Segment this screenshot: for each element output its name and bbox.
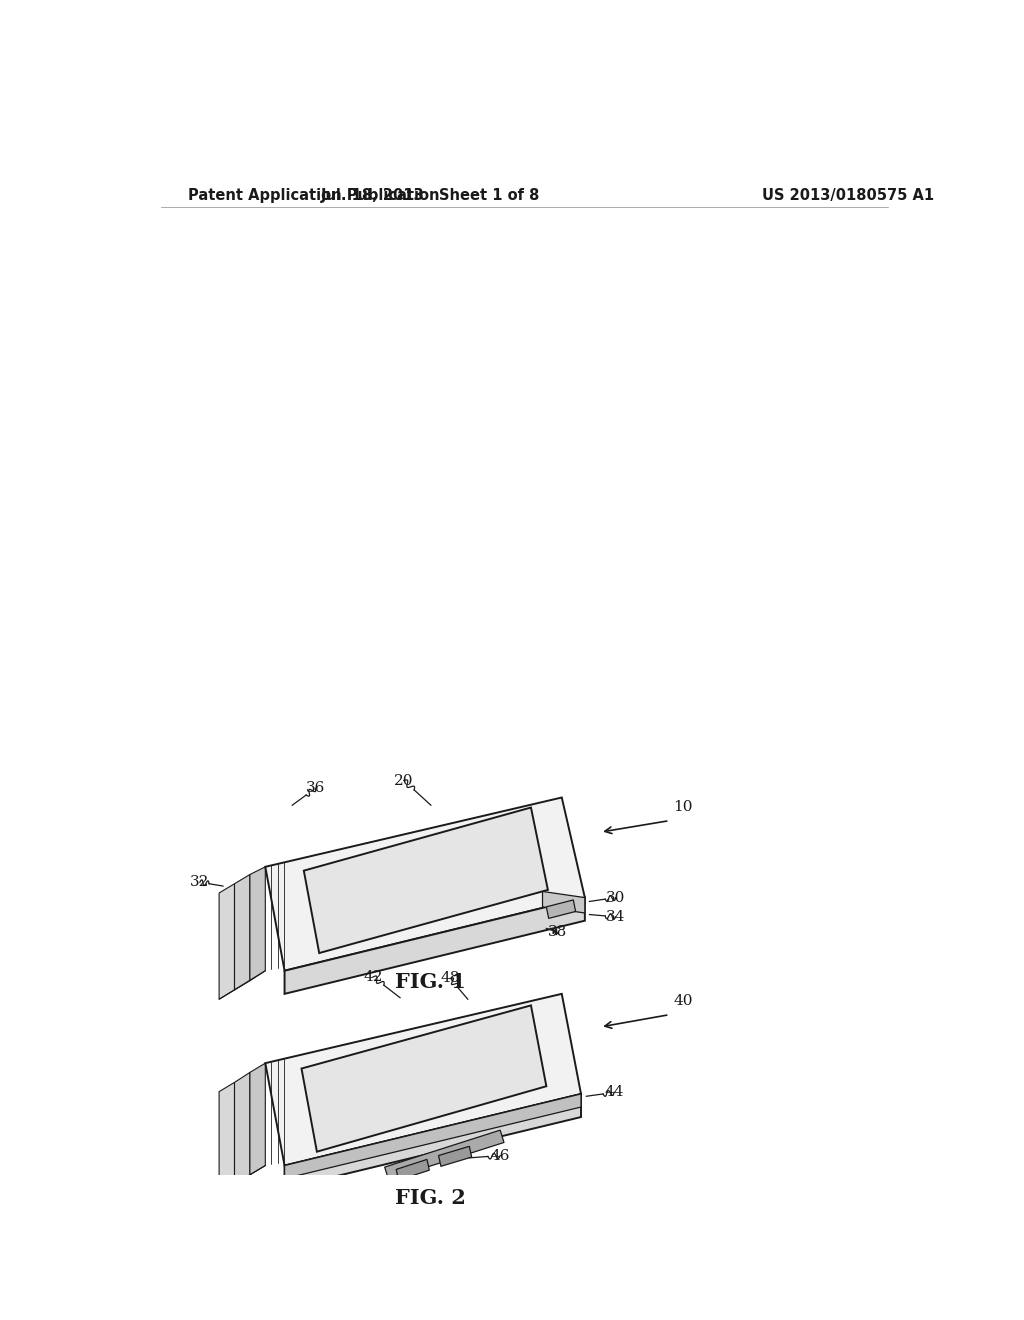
Polygon shape [285,898,585,994]
Polygon shape [250,1063,265,1175]
Text: 30: 30 [606,891,626,904]
Polygon shape [547,900,575,919]
Text: 32: 32 [190,875,210,890]
Polygon shape [234,1072,250,1184]
Text: Patent Application Publication: Patent Application Publication [188,187,440,203]
Text: 48: 48 [440,972,460,986]
Polygon shape [543,891,585,913]
Polygon shape [234,875,250,990]
Text: 10: 10 [674,800,693,814]
Polygon shape [265,797,585,970]
Text: 44: 44 [604,1085,624,1100]
Text: Jul. 18, 2013   Sheet 1 of 8: Jul. 18, 2013 Sheet 1 of 8 [322,187,541,203]
Polygon shape [304,808,548,953]
Polygon shape [301,1006,547,1151]
Polygon shape [285,1094,581,1179]
Text: 36: 36 [306,781,325,795]
Polygon shape [219,884,234,999]
Polygon shape [438,1146,472,1167]
Polygon shape [219,1082,234,1193]
Text: US 2013/0180575 A1: US 2013/0180575 A1 [762,187,934,203]
Text: 20: 20 [394,774,414,788]
Text: 34: 34 [606,909,626,924]
Text: 40: 40 [674,994,693,1008]
Polygon shape [385,1130,504,1180]
Polygon shape [265,994,581,1166]
Text: 42: 42 [364,970,383,983]
Text: 46: 46 [490,1148,510,1163]
Text: FIG. 1: FIG. 1 [395,973,466,993]
Polygon shape [396,1159,429,1180]
Polygon shape [285,1094,581,1188]
Text: 38: 38 [548,925,567,940]
Text: FIG. 2: FIG. 2 [395,1188,466,1208]
Polygon shape [250,867,265,981]
